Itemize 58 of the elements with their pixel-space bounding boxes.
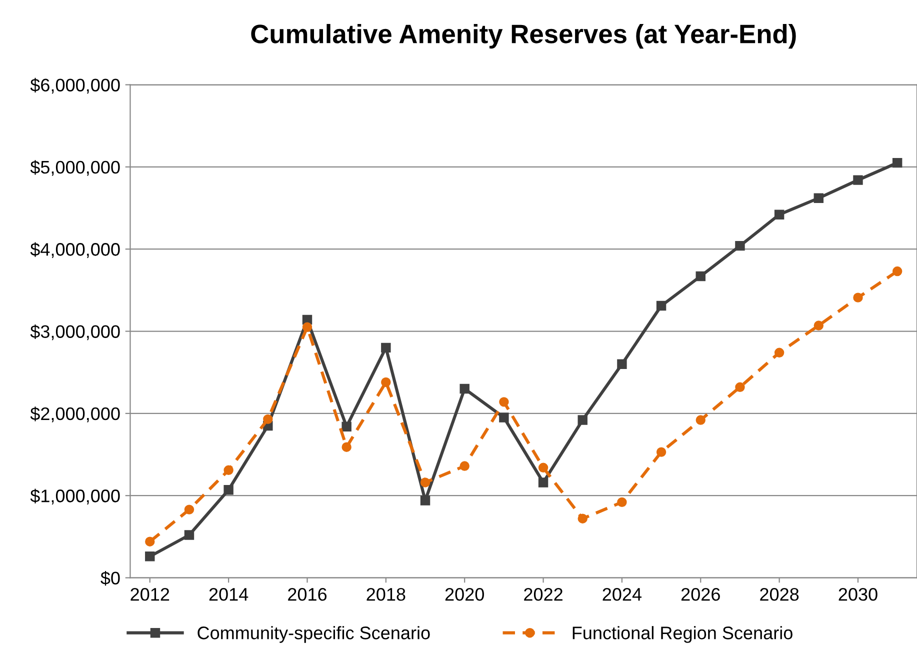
point <box>696 415 706 425</box>
x-tick-label: 2020 <box>445 588 484 601</box>
point <box>774 348 784 358</box>
x-tick-label: 2030 <box>838 588 878 601</box>
point <box>224 465 234 475</box>
point <box>145 536 155 546</box>
point <box>735 240 745 251</box>
point <box>578 415 588 425</box>
point <box>420 478 430 488</box>
chart-title: Cumulative Amenity Reserves (at Year-End) <box>251 24 796 49</box>
point <box>656 447 666 457</box>
y-tick-label: $3,000,000 <box>30 324 120 340</box>
point <box>460 461 470 471</box>
point <box>853 292 863 302</box>
point <box>538 478 548 488</box>
point <box>853 175 863 185</box>
point <box>342 422 352 432</box>
point <box>814 193 824 204</box>
x-tick-label: 2026 <box>681 588 720 601</box>
point <box>302 322 312 332</box>
y-tick-label: $1,000,000 <box>30 488 120 504</box>
x-tick-label: 2018 <box>366 588 406 601</box>
point <box>381 377 391 388</box>
point <box>814 320 824 330</box>
y-tick-label: $4,000,000 <box>30 242 120 258</box>
point <box>696 271 706 282</box>
point <box>656 300 666 311</box>
point <box>224 484 234 495</box>
legend-label: Functional Region Scenario <box>572 626 792 643</box>
point <box>774 210 784 220</box>
x-tick-label: 2028 <box>760 588 799 601</box>
point <box>499 412 509 422</box>
y-tick-label: $5,000,000 <box>30 160 120 176</box>
x-tick-label: 2012 <box>130 588 170 601</box>
point <box>184 530 194 540</box>
point <box>735 382 745 392</box>
x-tick-label: 2016 <box>288 588 327 601</box>
x-tick-label: 2014 <box>209 588 248 601</box>
point <box>145 552 155 562</box>
point <box>381 342 391 353</box>
point <box>263 414 273 424</box>
x-tick-label: 2022 <box>524 588 562 601</box>
point <box>460 384 470 394</box>
point <box>420 496 430 506</box>
x-tick-label: 2024 <box>602 588 642 601</box>
point <box>538 462 548 473</box>
point <box>578 514 588 524</box>
point <box>342 442 352 452</box>
point <box>617 359 627 369</box>
point <box>617 497 627 508</box>
point <box>892 266 902 276</box>
point <box>892 158 902 168</box>
point <box>499 397 509 407</box>
y-tick-label: $2,000,000 <box>30 406 120 422</box>
y-tick-label: $0 <box>100 570 120 586</box>
point <box>184 504 194 514</box>
legend-label: Community-specific Scenario <box>198 626 430 643</box>
y-tick-label: $6,000,000 <box>30 78 120 94</box>
